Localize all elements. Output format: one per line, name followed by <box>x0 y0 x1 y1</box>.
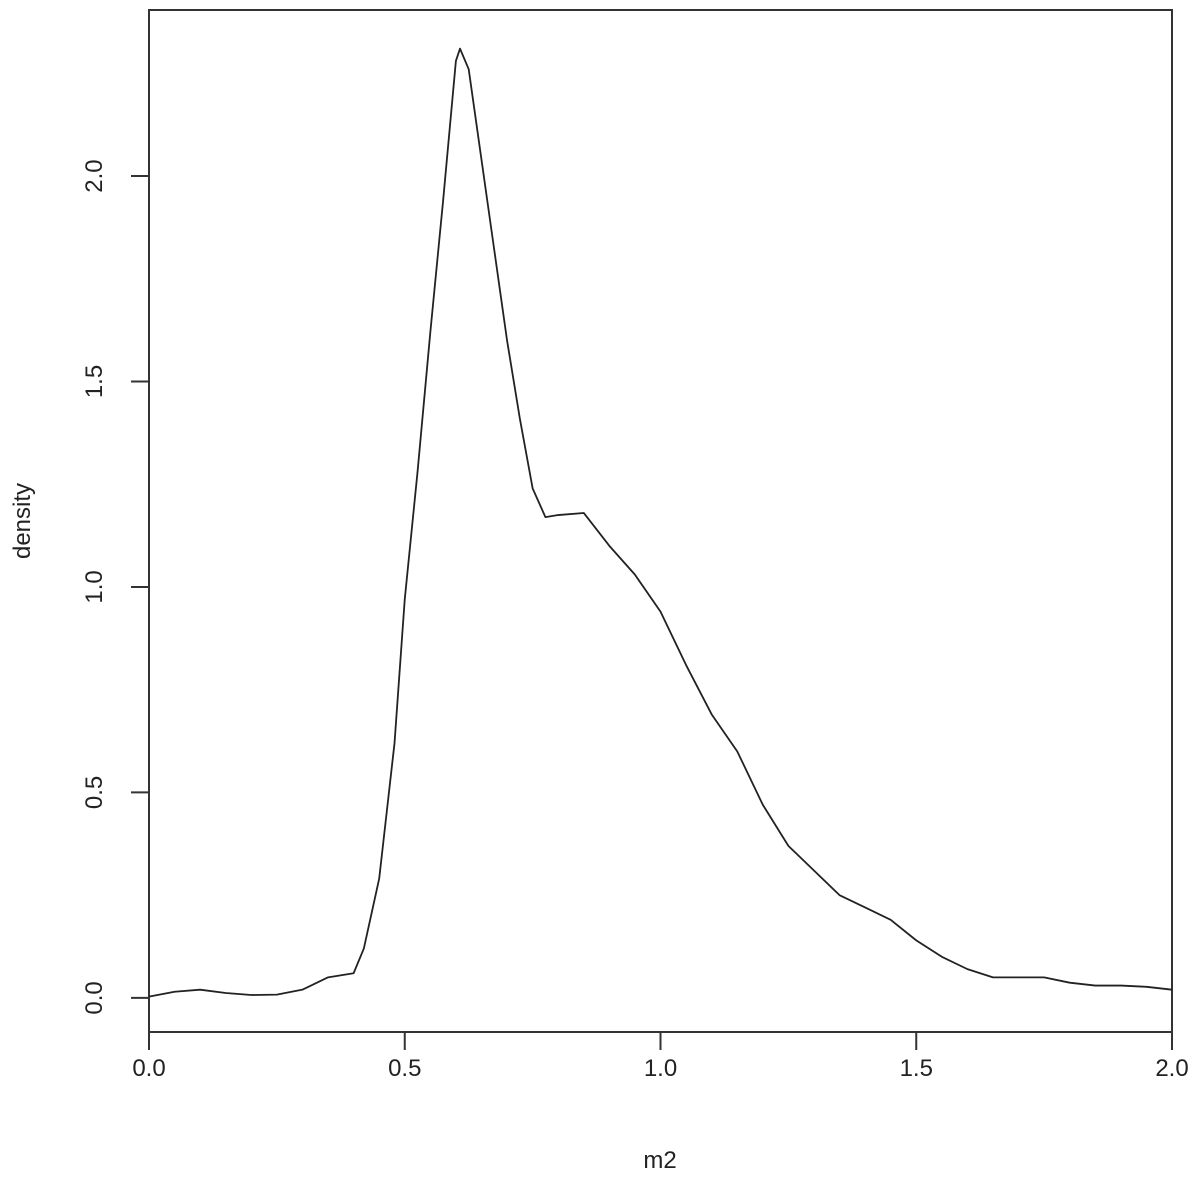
y-tick-label: 2.0 <box>81 159 108 192</box>
x-tick-label: 1.0 <box>644 1055 677 1082</box>
y-tick-label: 0.5 <box>81 776 108 809</box>
x-tick-label: 2.0 <box>1155 1055 1188 1082</box>
x-tick-label: 0.0 <box>132 1055 165 1082</box>
y-tick-label: 0.0 <box>81 981 108 1014</box>
x-tick-label: 1.5 <box>900 1055 933 1082</box>
x-tick-label: 0.5 <box>388 1055 421 1082</box>
y-tick-label: 1.5 <box>81 365 108 398</box>
plot-frame <box>148 9 1173 1033</box>
density-line <box>148 47 1173 998</box>
y-axis-label: density <box>9 483 36 559</box>
y-tick-label: 1.0 <box>81 570 108 603</box>
x-axis-label: m2 <box>643 1147 676 1174</box>
